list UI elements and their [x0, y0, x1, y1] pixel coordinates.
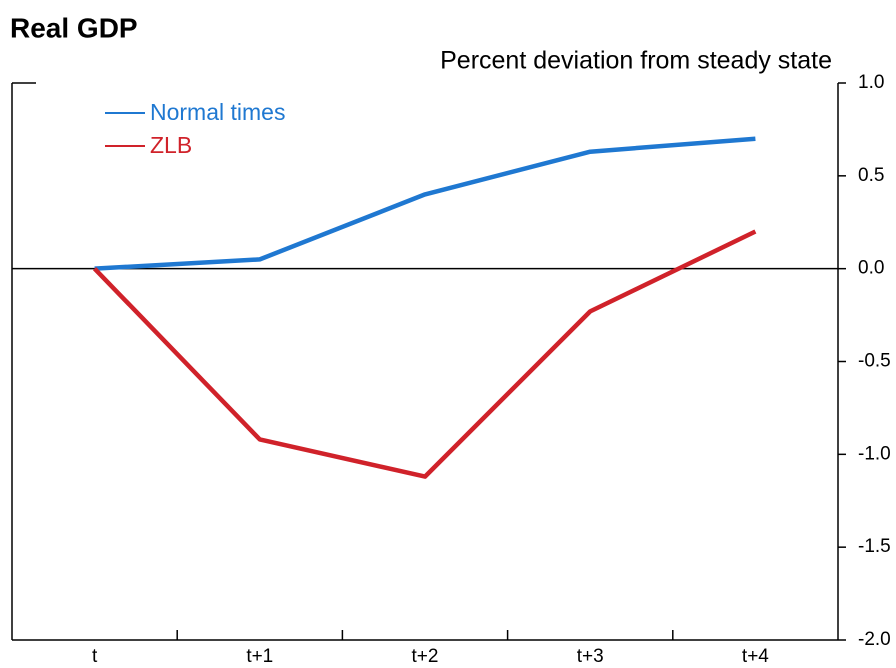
y-tick-label: 1.0 [858, 72, 884, 93]
chart-title: Real GDP [10, 12, 138, 43]
chart-subtitle: Percent deviation from steady state [440, 47, 832, 75]
x-tick-label: t+4 [742, 646, 769, 667]
x-tick-label: t+2 [412, 646, 439, 667]
y-tick-label: -0.5 [858, 351, 891, 372]
series-line [94, 136, 756, 271]
x-tick-label: t+3 [577, 646, 604, 667]
legend-label: ZLB [150, 132, 192, 158]
y-tick-label: -1.0 [858, 443, 891, 464]
y-tick-label: -1.5 [858, 536, 891, 557]
y-tick-label: -2.0 [858, 629, 891, 650]
y-tick-label: 0.0 [858, 258, 884, 279]
x-tick-label: t [92, 646, 98, 667]
x-tick-label: t+1 [246, 646, 273, 667]
plot-frame [11, 82, 839, 641]
series-line [92, 229, 757, 479]
legend-label: Normal times [150, 99, 285, 125]
y-tick-label: 0.5 [858, 165, 884, 186]
